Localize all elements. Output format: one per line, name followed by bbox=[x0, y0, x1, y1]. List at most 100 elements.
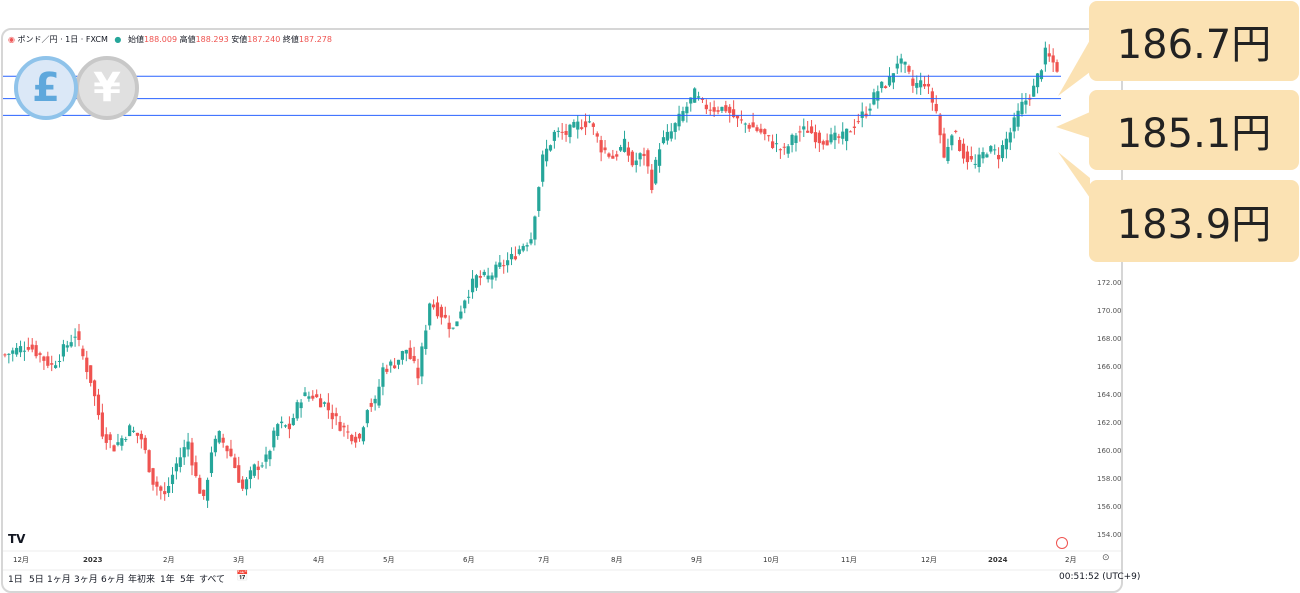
candle-body bbox=[942, 133, 946, 158]
candle-body bbox=[381, 367, 385, 387]
candle-body bbox=[899, 58, 903, 64]
candle-body bbox=[260, 465, 264, 467]
ohlc-close-label: 終値 bbox=[282, 35, 299, 44]
candle-body bbox=[61, 344, 65, 357]
candle-body bbox=[435, 302, 440, 317]
candle-body bbox=[443, 314, 447, 318]
candle-body bbox=[1039, 70, 1044, 80]
candle-body bbox=[782, 146, 786, 148]
candle-body bbox=[431, 304, 436, 308]
candle-body bbox=[89, 365, 93, 383]
candle-body bbox=[389, 361, 393, 366]
symbol-icon: ◉ bbox=[8, 35, 15, 44]
candle-body bbox=[178, 457, 182, 467]
candle-body bbox=[268, 450, 272, 460]
candle-body bbox=[876, 91, 880, 101]
candle-body bbox=[926, 83, 931, 87]
candle-body bbox=[778, 149, 782, 151]
candle-body bbox=[930, 91, 934, 103]
candle-body bbox=[977, 154, 981, 167]
candle-body bbox=[985, 154, 989, 158]
candle-body bbox=[463, 300, 467, 309]
candle-body bbox=[848, 131, 853, 133]
candle-body bbox=[104, 434, 108, 443]
candle-body bbox=[513, 256, 518, 260]
candle-body bbox=[677, 113, 681, 127]
candle-body bbox=[1004, 138, 1008, 150]
candle-body bbox=[841, 131, 845, 139]
candle-body bbox=[202, 489, 206, 497]
ohlc-high-label: 高値 bbox=[179, 35, 196, 44]
tradingview-logo[interactable]: TV bbox=[8, 532, 26, 546]
candle-body bbox=[455, 321, 459, 327]
candle-body bbox=[743, 123, 747, 125]
candle-body bbox=[506, 260, 510, 266]
ohlc-open-label: 始値 bbox=[127, 35, 144, 44]
candle-body bbox=[989, 146, 993, 152]
candle-body bbox=[891, 73, 895, 83]
symbol-label[interactable]: ポンド／円 · 1日 · FXCM bbox=[17, 35, 108, 44]
range-button-0[interactable]: 1日 bbox=[8, 575, 23, 585]
clock-readout[interactable]: 00:51:52 (UTC+9) bbox=[1059, 572, 1141, 582]
range-button-5[interactable]: 年初来 bbox=[128, 575, 156, 585]
candle-body bbox=[961, 143, 966, 159]
candle-body bbox=[428, 303, 432, 326]
candle-body bbox=[817, 132, 821, 144]
candle-body bbox=[11, 350, 15, 354]
candle-body bbox=[346, 431, 350, 433]
candle-body bbox=[34, 345, 38, 357]
candle-body bbox=[315, 394, 319, 398]
candle-body bbox=[217, 431, 221, 443]
range-button-4[interactable]: 6ヶ月 bbox=[101, 575, 125, 585]
candle-body bbox=[681, 111, 685, 121]
candle-body bbox=[167, 485, 171, 493]
range-button-8[interactable]: すべて bbox=[199, 575, 226, 585]
range-button-2[interactable]: 1ヶ月 bbox=[47, 575, 71, 585]
candle-body bbox=[922, 84, 927, 87]
candle-body bbox=[751, 122, 755, 128]
candle-body bbox=[829, 134, 833, 143]
settings-icon[interactable]: ⊙ bbox=[1102, 553, 1110, 563]
candle-body bbox=[225, 445, 229, 452]
candle-body bbox=[856, 121, 860, 123]
chart-canvas[interactable]: 154.000 156.000 158.000 160.000 162.000 164.0… bbox=[3, 30, 1121, 591]
callout-pointers bbox=[1056, 40, 1090, 198]
candle-body bbox=[958, 139, 962, 152]
y-tick-label: 156.000 bbox=[1097, 503, 1121, 511]
candle-body bbox=[451, 327, 455, 329]
candle-body bbox=[404, 349, 408, 354]
candle-body bbox=[993, 149, 997, 151]
candle-body bbox=[813, 132, 818, 143]
candle-body bbox=[490, 275, 494, 280]
candle-body bbox=[283, 425, 288, 427]
candle-body bbox=[794, 135, 798, 144]
live-indicator-icon[interactable] bbox=[1056, 537, 1068, 549]
candle-body bbox=[57, 360, 62, 362]
pound-coin-icon: £ bbox=[14, 56, 78, 120]
range-button-1[interactable]: 5日 bbox=[29, 575, 44, 585]
candle-body bbox=[1032, 85, 1036, 97]
candle-body bbox=[938, 114, 942, 136]
x-tick-label: 5月 bbox=[383, 556, 394, 564]
candle-body bbox=[143, 437, 147, 451]
candle-body bbox=[583, 121, 588, 128]
candle-body bbox=[564, 130, 568, 135]
candle-body bbox=[170, 474, 175, 485]
candle-body bbox=[400, 351, 405, 360]
candle-body bbox=[693, 88, 697, 103]
candle-body bbox=[287, 423, 292, 430]
candle-body bbox=[802, 126, 806, 130]
range-button-6[interactable]: 1年 bbox=[160, 575, 175, 585]
candle-body bbox=[241, 479, 245, 489]
range-button-3[interactable]: 3ヶ月 bbox=[74, 575, 98, 585]
candle-body bbox=[591, 123, 595, 127]
range-button-7[interactable]: 5年 bbox=[180, 575, 195, 585]
candle-body bbox=[965, 151, 970, 163]
callout-level-3: 183.9円 bbox=[1089, 180, 1299, 262]
candle-body bbox=[42, 356, 46, 361]
calendar-icon[interactable]: 📅 bbox=[236, 571, 249, 582]
candle-body bbox=[704, 104, 708, 110]
candle-body bbox=[467, 296, 471, 298]
candle-body bbox=[669, 131, 673, 139]
candle-body bbox=[30, 344, 34, 350]
